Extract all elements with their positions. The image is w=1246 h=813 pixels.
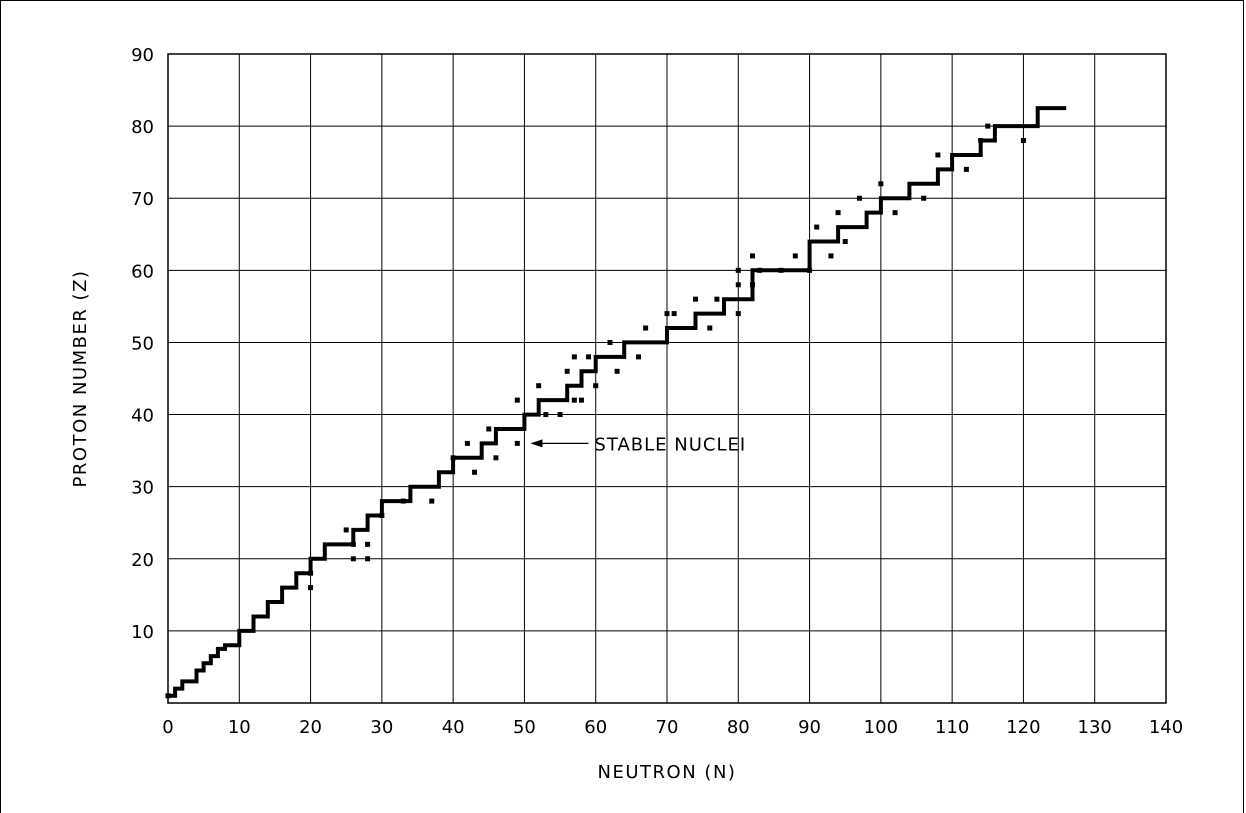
stable-nucleus-point: [814, 224, 820, 230]
x-tick-labels: 0 10 20 30 40 50 60 70 80 90 100 110 120 130 140: [162, 717, 1183, 738]
stable-nucleus-point: [343, 527, 349, 533]
stable-nucleus-point: [165, 693, 171, 699]
y-tick-label: 80: [131, 117, 154, 138]
stable-points-series: [165, 123, 1026, 699]
stable-nucleus-point: [543, 412, 549, 418]
x-tick-label: 30: [370, 717, 393, 738]
x-tick-label: 50: [513, 717, 536, 738]
stable-nucleus-point: [921, 195, 927, 201]
stable-nucleus-point: [757, 267, 763, 273]
stable-nucleus-point: [614, 368, 620, 374]
stable-nucleus-point: [835, 210, 841, 216]
stable-nucleus-point: [586, 354, 592, 360]
annotation-arrowhead: [530, 439, 543, 448]
x-tick-label: 60: [584, 717, 607, 738]
y-tick-label: 60: [131, 261, 154, 282]
stable-nucleus-point: [935, 152, 941, 158]
stable-nucleus-point: [892, 210, 898, 216]
stable-band-line: [168, 106, 1067, 698]
stable-nucleus-point: [350, 556, 356, 562]
stable-nucleus-point: [593, 383, 599, 389]
x-tick-label: 70: [656, 717, 679, 738]
stable-nucleus-point: [842, 238, 848, 244]
x-tick-label: 40: [442, 717, 465, 738]
stable-nucleus-point: [557, 412, 563, 418]
stable-nucleus-point: [985, 123, 991, 129]
stable-nucleus-point: [778, 267, 784, 273]
stable-nucleus-point: [856, 195, 862, 201]
stable-band-series: [168, 106, 1067, 698]
x-axis-label: NEUTRON (N): [598, 762, 737, 783]
stable-nucleus-point: [735, 267, 741, 273]
stable-nucleus-point: [735, 311, 741, 317]
stable-nucleus-point: [514, 397, 520, 403]
stable-nucleus-point: [536, 383, 542, 389]
x-tick-label: 120: [1006, 717, 1040, 738]
stable-nucleus-point: [828, 253, 834, 259]
stable-nucleus-point: [963, 166, 969, 172]
stable-nucleus-point: [486, 426, 492, 432]
y-tick-label: 70: [131, 189, 154, 210]
stable-nucleus-point: [365, 541, 371, 547]
plot-area-border: [167, 53, 1167, 704]
stable-nucleus-point: [978, 138, 984, 144]
stable-nucleus-point: [493, 455, 499, 461]
stable-nucleus-point: [735, 282, 741, 288]
x-tick-label: 100: [864, 717, 898, 738]
stable-nucleus-point: [714, 296, 720, 302]
stable-nucleus-point: [750, 253, 756, 259]
x-tick-label: 90: [798, 717, 821, 738]
stable-nucleus-point: [693, 296, 699, 302]
stable-nucleus-point: [472, 469, 478, 475]
stable-nucleus-point: [607, 339, 613, 345]
stable-nucleus-point: [707, 325, 713, 331]
stable-nuclei-annotation: STABLE NUCLEI: [530, 434, 746, 455]
stable-nucleus-point: [464, 440, 470, 446]
stable-nucleus-point: [400, 498, 406, 504]
y-tick-label: 40: [131, 406, 154, 427]
stable-nucleus-point: [429, 498, 435, 504]
stable-nucleus-point: [308, 570, 314, 576]
stable-nucleus-point: [571, 354, 577, 360]
stable-nucleus-point: [564, 368, 570, 374]
stable-nucleus-point: [514, 440, 520, 446]
x-tick-label: 110: [935, 717, 969, 738]
stable-nucleus-point: [379, 513, 385, 519]
stable-nucleus-point: [671, 311, 677, 317]
stable-nucleus-point: [878, 181, 884, 187]
y-tick-label: 90: [131, 45, 154, 66]
stable-nucleus-point: [365, 556, 371, 562]
y-tick-label: 20: [131, 550, 154, 571]
x-tick-label: 0: [162, 717, 173, 738]
stable-nucleus-point: [635, 354, 641, 360]
y-tick-label: 30: [131, 478, 154, 499]
stable-nucleus-point: [1020, 138, 1026, 144]
y-axis-label: PROTON NUMBER (Z): [70, 270, 91, 488]
stable-nucleus-point: [664, 311, 670, 317]
y-tick-label: 10: [131, 622, 154, 643]
stable-nucleus-point: [571, 397, 577, 403]
stable-nucleus-point: [750, 282, 756, 288]
stable-nucleus-point: [350, 541, 356, 547]
y-tick-label: 50: [131, 333, 154, 354]
grid-lines: [168, 54, 1166, 703]
x-tick-label: 140: [1149, 717, 1183, 738]
x-tick-label: 20: [299, 717, 322, 738]
stable-nucleus-point: [792, 253, 798, 259]
annotation-label: STABLE NUCLEI: [594, 434, 746, 455]
y-tick-labels: 10 20 30 40 50 60 70 80 90: [131, 45, 154, 643]
stable-nucleus-point: [578, 397, 584, 403]
stable-nucleus-point: [308, 585, 314, 591]
x-tick-label: 80: [727, 717, 750, 738]
x-tick-label: 130: [1078, 717, 1112, 738]
stable-nucleus-point: [450, 455, 456, 461]
stable-nucleus-point: [807, 267, 813, 273]
x-tick-label: 10: [228, 717, 251, 738]
stable-nucleus-point: [643, 325, 649, 331]
